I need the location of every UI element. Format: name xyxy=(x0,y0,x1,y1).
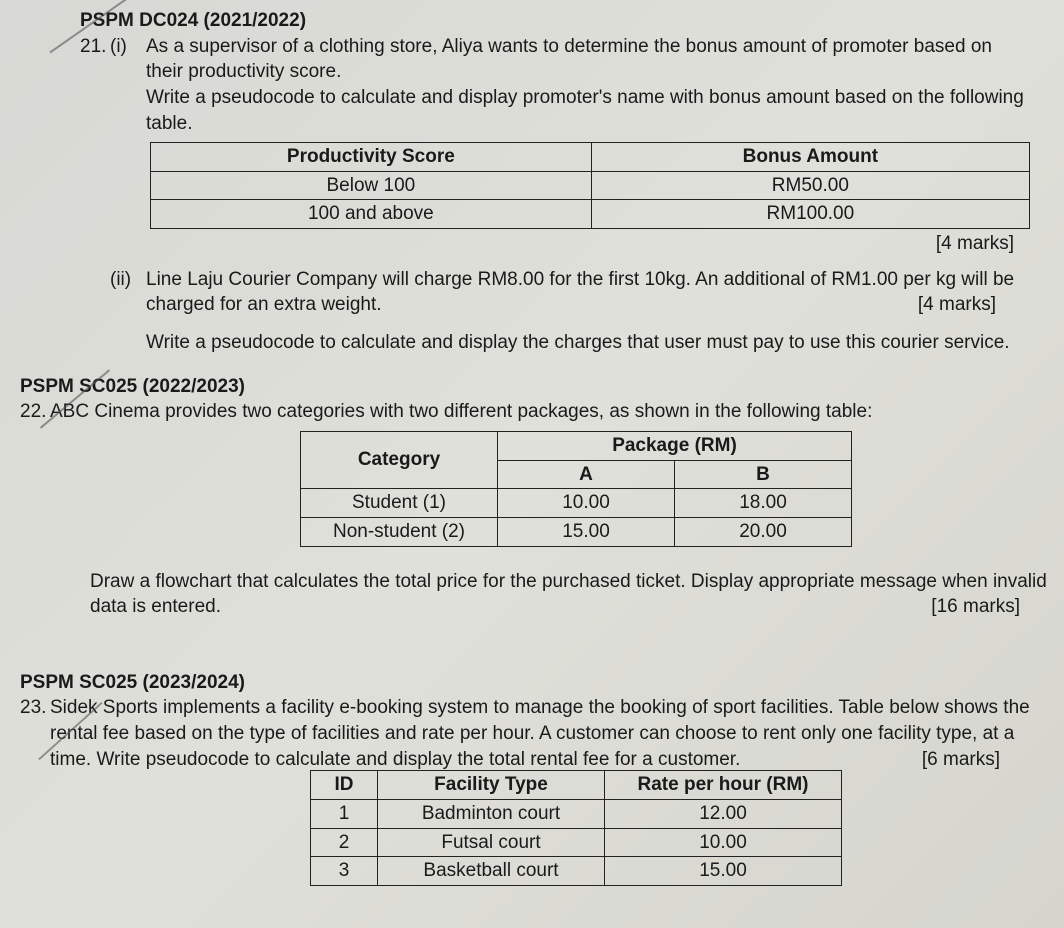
q21-table: Productivity Score Bonus Amount Below 10… xyxy=(150,142,1030,229)
q22-row: 22. ABC Cinema provides two categories w… xyxy=(20,399,1044,425)
t2-r1c1: Student (1) xyxy=(301,489,498,518)
t3-h1: ID xyxy=(311,771,378,800)
t1-r2c1: 100 and above xyxy=(151,200,592,229)
q21-i-marks: [4 marks] xyxy=(80,231,1014,257)
t1-r1c2: RM50.00 xyxy=(591,171,1029,200)
q23-num: 23. xyxy=(20,695,50,721)
q22-text2-wrap: Draw a flowchart that calculates the tot… xyxy=(90,569,1050,620)
q23-text1: Sidek Sports implements a facility e-boo… xyxy=(50,697,1030,769)
q21-header: PSPM DC024 (2021/2022) xyxy=(80,8,1044,34)
t3-r2c1: 2 xyxy=(311,828,378,857)
q21-i-label: (i) xyxy=(110,34,146,60)
t1-r1c1: Below 100 xyxy=(151,171,592,200)
t3-h3: Rate per hour (RM) xyxy=(605,771,842,800)
q22-header: PSPM SC025 (2022/2023) xyxy=(20,374,1044,400)
q21-num: 21. xyxy=(80,34,110,60)
t3-r3c2: Basketball court xyxy=(378,857,605,886)
t3-r1c2: Badminton court xyxy=(378,800,605,829)
t3-r3c1: 3 xyxy=(311,857,378,886)
t2-r1c2: 10.00 xyxy=(498,489,675,518)
t2-r1c3: 18.00 xyxy=(675,489,852,518)
q21-ii-marks: [4 marks] xyxy=(918,292,996,318)
q22-table: Category Package (RM) A B Student (1) 10… xyxy=(300,431,852,547)
t3-r2c3: 10.00 xyxy=(605,828,842,857)
q23-marks: [6 marks] xyxy=(922,747,1000,773)
t3-r1c1: 1 xyxy=(311,800,378,829)
t1-h1: Productivity Score xyxy=(151,143,592,172)
q22-marks: [16 marks] xyxy=(931,594,1020,620)
t2-r2c1: Non-student (2) xyxy=(301,517,498,546)
q21-i: 21. (i) As a supervisor of a clothing st… xyxy=(80,34,1044,137)
q21-ii-text1: Line Laju Courier Company will charge RM… xyxy=(146,269,1014,316)
q23-table: ID Facility Type Rate per hour (RM) 1 Ba… xyxy=(310,770,842,886)
t2-b: B xyxy=(675,460,852,489)
t3-h2: Facility Type xyxy=(378,771,605,800)
t2-cat: Category xyxy=(301,431,498,488)
q22-text2: Draw a flowchart that calculates the tot… xyxy=(90,571,1047,618)
t3-r3c3: 15.00 xyxy=(605,857,842,886)
t2-r2c3: 20.00 xyxy=(675,517,852,546)
exam-page: PSPM DC024 (2021/2022) 21. (i) As a supe… xyxy=(0,0,1064,908)
t2-r2c2: 15.00 xyxy=(498,517,675,546)
q22-text1: ABC Cinema provides two categories with … xyxy=(50,399,990,425)
t2-a: A xyxy=(498,460,675,489)
q21-ii-text2: Write a pseudocode to calculate and disp… xyxy=(146,330,1046,356)
q21-i-text1: As a supervisor of a clothing store, Ali… xyxy=(146,36,992,83)
t2-pkg: Package (RM) xyxy=(498,431,852,460)
t1-r2c2: RM100.00 xyxy=(591,200,1029,229)
t1-h2: Bonus Amount xyxy=(591,143,1029,172)
q23-row: 23. Sidek Sports implements a facility e… xyxy=(20,695,1044,772)
q21-ii-label: (ii) xyxy=(110,267,146,293)
t3-r2c2: Futsal court xyxy=(378,828,605,857)
t3-r1c3: 12.00 xyxy=(605,800,842,829)
q23-header: PSPM SC025 (2023/2024) xyxy=(20,670,1044,696)
q21-i-text2: Write a pseudocode to calculate and disp… xyxy=(146,87,1024,134)
q21-ii: (ii) Line Laju Courier Company will char… xyxy=(80,267,1044,318)
